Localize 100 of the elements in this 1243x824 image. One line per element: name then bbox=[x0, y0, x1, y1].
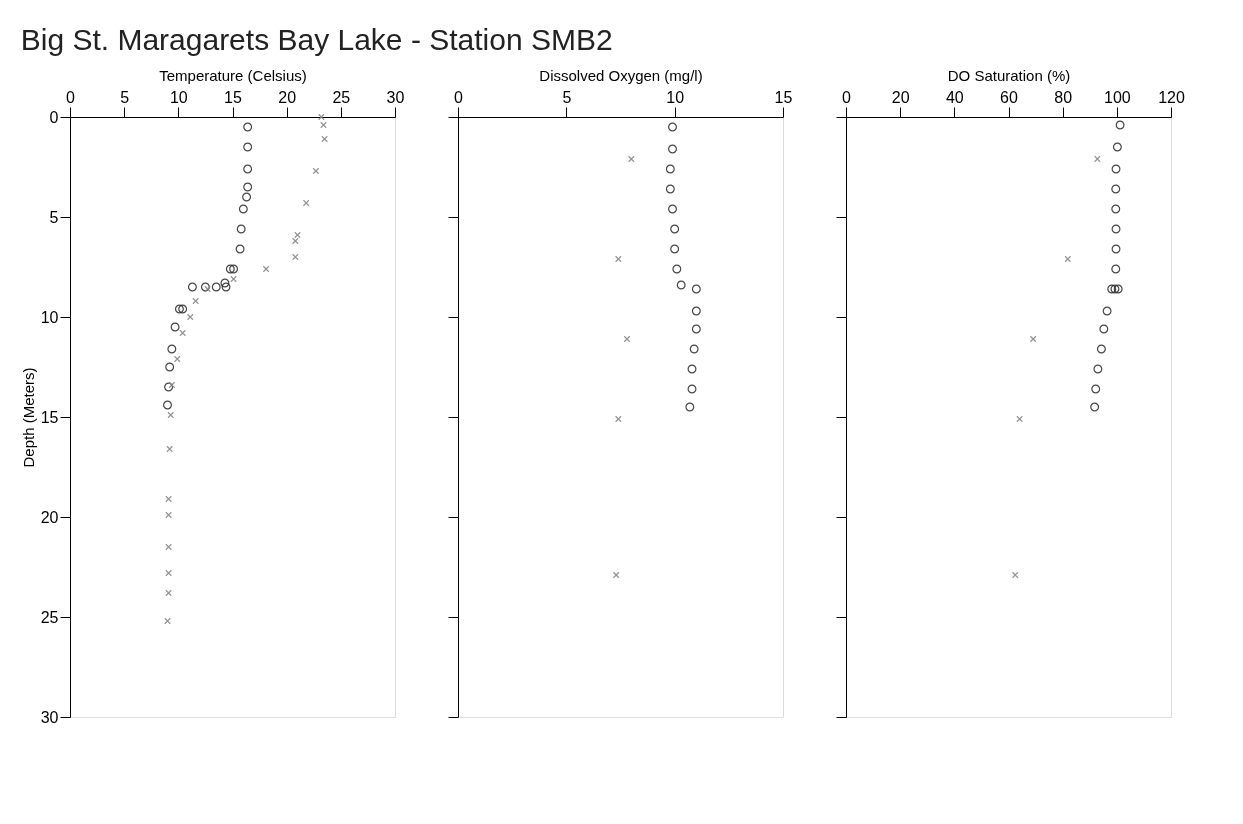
point bbox=[186, 313, 194, 321]
point bbox=[1093, 155, 1101, 163]
point bbox=[320, 121, 327, 129]
x-tick-label: 120 bbox=[1158, 88, 1185, 106]
point bbox=[236, 224, 246, 234]
point bbox=[1111, 204, 1121, 214]
point bbox=[302, 199, 310, 207]
point bbox=[220, 278, 230, 288]
point bbox=[204, 285, 211, 293]
y-tick-label: 0 bbox=[49, 108, 59, 126]
y-axis-title: Depth (Meters) bbox=[19, 367, 37, 468]
point bbox=[614, 255, 622, 263]
point bbox=[192, 297, 200, 305]
point bbox=[165, 495, 172, 503]
point bbox=[243, 122, 253, 132]
x-tick-label: 60 bbox=[1000, 88, 1018, 106]
point bbox=[225, 264, 235, 274]
point bbox=[1099, 324, 1109, 334]
point bbox=[1091, 384, 1101, 394]
x-tick-label: 10 bbox=[169, 88, 188, 106]
x-tick-label: 0 bbox=[454, 88, 464, 106]
point bbox=[179, 329, 187, 337]
point bbox=[312, 167, 320, 175]
x-tick-label: 100 bbox=[1103, 88, 1131, 106]
point bbox=[687, 364, 697, 374]
x-tick-label: 40 bbox=[945, 88, 964, 106]
point bbox=[230, 275, 237, 283]
x-tick-label: 10 bbox=[666, 88, 685, 106]
point bbox=[211, 282, 221, 292]
point bbox=[1090, 402, 1100, 412]
x-axis-title: Temperature (Celsius) bbox=[159, 66, 307, 84]
point bbox=[168, 381, 176, 389]
y-tick-label: 15 bbox=[40, 408, 59, 426]
point bbox=[167, 344, 177, 354]
point bbox=[221, 282, 231, 292]
point bbox=[238, 204, 248, 214]
point bbox=[691, 306, 701, 316]
point bbox=[163, 400, 172, 410]
chart-title: Big St. Maragarets Bay Lake - Station SMB2 bbox=[20, 22, 613, 56]
y-tick-label: 30 bbox=[40, 708, 59, 726]
x-tick-label: 0 bbox=[66, 88, 76, 106]
point bbox=[1111, 164, 1121, 174]
point bbox=[672, 264, 682, 274]
point bbox=[165, 543, 172, 551]
point bbox=[689, 344, 699, 354]
point bbox=[670, 244, 680, 254]
point bbox=[665, 184, 675, 194]
point bbox=[317, 113, 325, 121]
x-tick-label: 25 bbox=[332, 88, 351, 106]
x-tick-label: 5 bbox=[562, 88, 572, 106]
x-tick-label: 20 bbox=[891, 88, 910, 106]
x-axis-title: DO Saturation (%) bbox=[947, 66, 1071, 84]
point bbox=[1096, 344, 1106, 354]
y-tick-label: 20 bbox=[40, 508, 59, 526]
point bbox=[321, 135, 328, 143]
point bbox=[1112, 142, 1122, 152]
y-tick-label: 25 bbox=[40, 608, 59, 626]
point bbox=[187, 282, 197, 292]
point bbox=[1011, 571, 1019, 579]
point bbox=[164, 382, 174, 392]
point bbox=[1111, 224, 1121, 234]
x-tick-label: 15 bbox=[774, 88, 793, 106]
point bbox=[1111, 264, 1121, 274]
y-tick-label: 10 bbox=[40, 308, 59, 326]
point bbox=[173, 355, 181, 363]
point bbox=[164, 617, 171, 625]
point bbox=[1111, 244, 1121, 254]
x-tick-label: 15 bbox=[224, 88, 242, 106]
point bbox=[687, 384, 697, 394]
x-tick-label: 5 bbox=[120, 88, 130, 106]
point bbox=[614, 415, 622, 423]
point bbox=[1102, 306, 1112, 316]
point bbox=[1029, 335, 1037, 343]
point bbox=[174, 304, 184, 314]
x-axis-title: Dissolved Oxygen (mg/l) bbox=[539, 66, 703, 84]
point bbox=[668, 204, 677, 214]
point bbox=[668, 122, 677, 132]
point bbox=[200, 282, 210, 292]
x-tick-label: 0 bbox=[842, 88, 852, 106]
x-tick-label: 30 bbox=[386, 88, 405, 106]
point bbox=[676, 280, 686, 290]
point bbox=[242, 192, 252, 202]
point bbox=[291, 253, 299, 261]
point bbox=[1016, 415, 1023, 423]
point bbox=[165, 362, 175, 372]
point bbox=[685, 402, 695, 412]
point bbox=[178, 304, 188, 314]
point bbox=[170, 322, 180, 332]
point bbox=[665, 164, 675, 174]
point bbox=[668, 144, 677, 154]
point bbox=[1093, 364, 1103, 374]
x-tick-label: 80 bbox=[1054, 88, 1073, 106]
point bbox=[229, 264, 239, 274]
y-tick-label: 5 bbox=[49, 208, 59, 226]
point bbox=[243, 142, 253, 152]
point bbox=[167, 411, 175, 419]
point bbox=[165, 511, 172, 519]
point bbox=[691, 284, 701, 294]
point bbox=[1115, 120, 1125, 130]
x-tick-label: 20 bbox=[278, 88, 297, 106]
